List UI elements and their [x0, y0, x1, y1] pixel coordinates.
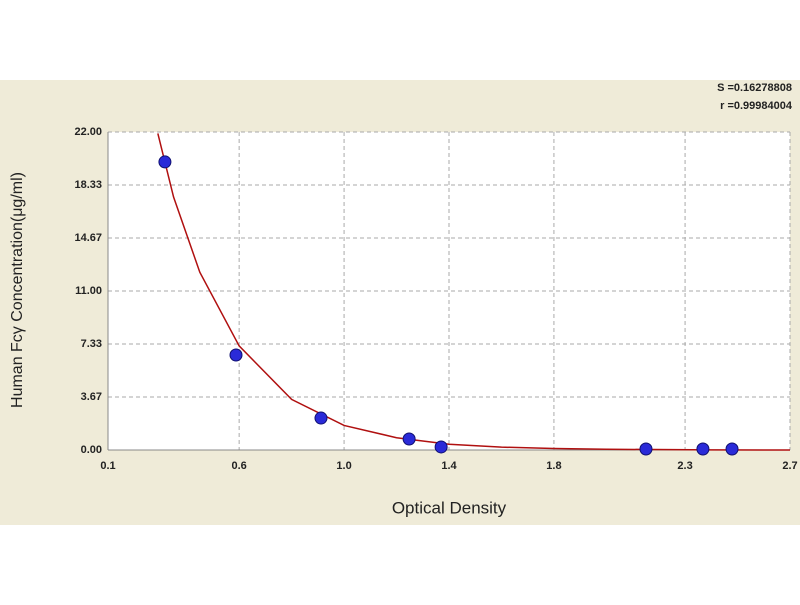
annotation: S =0.16278808 [717, 82, 792, 94]
data-point [158, 155, 172, 169]
x-tick-label: 1.8 [546, 460, 561, 472]
y-tick-label: 3.67 [81, 391, 102, 403]
x-axis-label: Optical Density [392, 498, 507, 517]
x-tick-label: 2.7 [782, 460, 797, 472]
y-tick-label: 14.67 [74, 232, 102, 244]
y-tick-label: 22.00 [74, 126, 102, 138]
y-tick-label: 11.00 [75, 285, 102, 297]
x-tick-label: 0.6 [232, 460, 247, 472]
x-tick-label: 2.3 [677, 460, 692, 472]
data-point [434, 440, 448, 454]
data-point [229, 348, 243, 362]
x-tick-label: 0.1 [100, 460, 115, 472]
fit-curve [157, 133, 791, 451]
data-point [696, 442, 710, 456]
data-point [639, 442, 653, 456]
data-point [314, 411, 328, 425]
annotation: r =0.99984004 [720, 100, 793, 112]
y-axis-label: Human Fcγ Concentration(μg/ml) [9, 172, 26, 408]
x-tick-label: 1.0 [336, 460, 351, 472]
x-tick-label: 1.4 [441, 460, 457, 472]
y-tick-label: 0.00 [81, 444, 102, 456]
data-point [402, 432, 416, 446]
y-tick-label: 7.33 [81, 338, 102, 350]
data-point [725, 442, 739, 456]
y-tick-label: 18.33 [74, 179, 102, 191]
